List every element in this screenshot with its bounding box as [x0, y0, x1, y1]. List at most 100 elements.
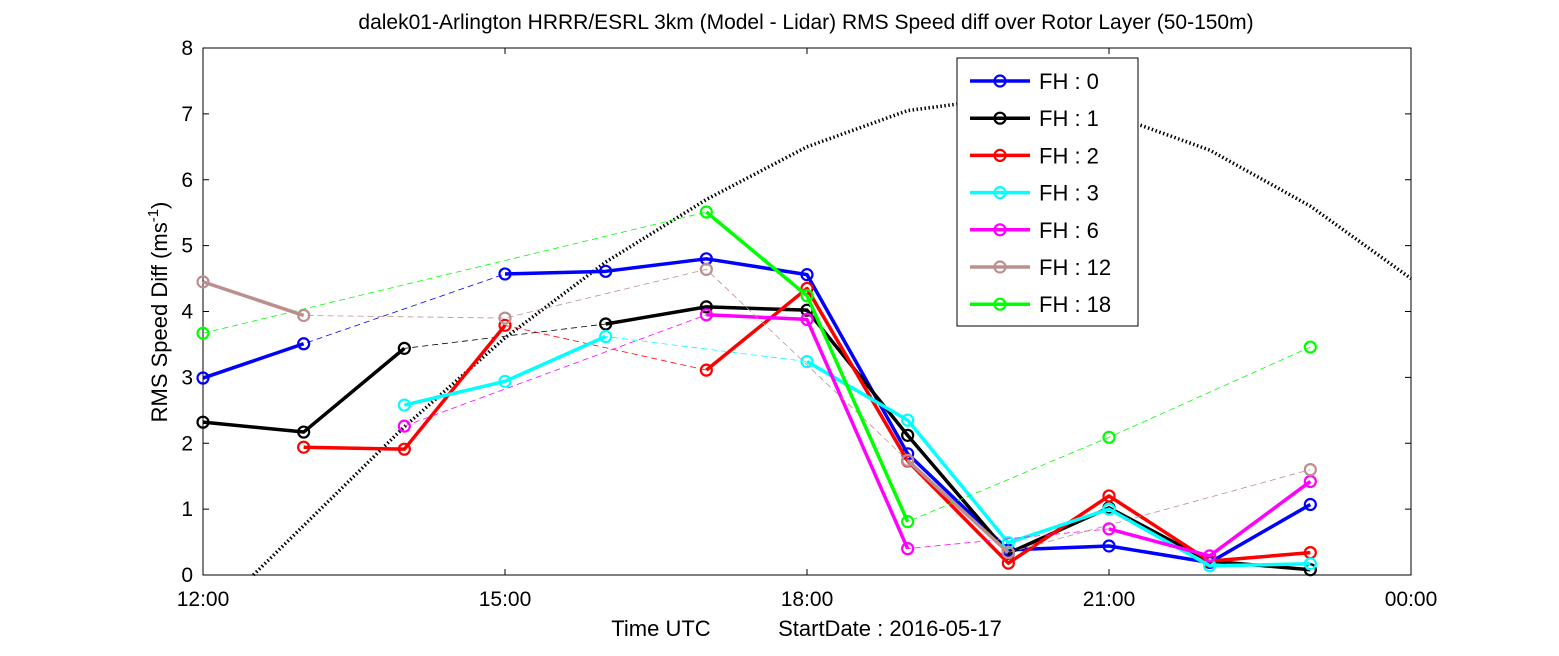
series-line [705, 210, 910, 523]
x-axis-label: Time UTC StartDate : 2016-05-17 [611, 616, 1002, 641]
data-point [196, 275, 210, 289]
series-line [706, 313, 910, 550]
y-tick-label: 4 [181, 301, 193, 324]
data-point [1102, 502, 1116, 516]
legend-label: FH : 6 [1039, 218, 1099, 243]
data-point [1203, 559, 1217, 573]
y-axis-title: RMS Speed Diff (ms-1) [145, 202, 172, 423]
data-point [1102, 489, 1116, 503]
series-line [906, 459, 1010, 554]
x-tick-label: 15:00 [479, 588, 532, 611]
data-point [599, 329, 613, 344]
series-5 [196, 262, 1317, 560]
legend-swatch-marker [993, 260, 1007, 274]
legend-label: FH : 0 [1039, 69, 1099, 94]
data-point [1203, 549, 1217, 563]
y-tick-label: 6 [181, 169, 193, 192]
legend-item: FH : 2 [970, 143, 1099, 168]
data-point [498, 318, 512, 332]
data-point [196, 371, 210, 385]
y-tick-label: 0 [181, 564, 193, 587]
series-4 [397, 308, 1317, 563]
data-point [196, 326, 210, 340]
y-tick-label: 7 [181, 103, 193, 126]
data-point [1102, 539, 1116, 553]
data-point [297, 308, 311, 323]
series-line [806, 360, 1311, 568]
plot-marks [196, 95, 1413, 577]
data-point [901, 413, 915, 427]
legend-swatch-marker [993, 111, 1007, 125]
series-dashed-trend [303, 287, 1311, 564]
series-dashed-trend [202, 211, 1311, 523]
y-axis-title-main: RMS Speed Diff (ms [147, 222, 172, 422]
legend-swatch-marker [993, 186, 1007, 200]
data-point [901, 542, 915, 556]
data-point [599, 317, 613, 331]
data-point [800, 289, 814, 303]
legend-item: FH : 18 [970, 292, 1111, 317]
x-tick-label: 18:00 [781, 588, 834, 611]
data-point [901, 515, 915, 529]
x-tick-label: 00:00 [1385, 588, 1438, 611]
series-line [605, 305, 1311, 572]
series-dashed-trend [202, 268, 1311, 554]
data-point [800, 268, 814, 282]
data-point [901, 453, 915, 467]
data-point [800, 354, 814, 369]
x-tick-label: 12:00 [177, 588, 230, 611]
series-line [403, 334, 607, 407]
series-line [202, 280, 305, 318]
legend-item: FH : 6 [970, 218, 1099, 243]
legend-swatch-marker [993, 297, 1007, 311]
data-point [1303, 463, 1317, 477]
legend-label: FH : 18 [1039, 292, 1111, 317]
y-tick-label: 1 [181, 498, 193, 521]
x-axis-title: Time UTC [611, 616, 711, 641]
series-line [202, 342, 305, 380]
y-tick-label: 3 [181, 366, 193, 389]
data-point [699, 300, 713, 314]
y-tick-label: 2 [181, 432, 193, 455]
series-line [705, 286, 1311, 565]
legend-label: FH : 12 [1039, 255, 1111, 280]
data-point [800, 312, 814, 327]
data-point [699, 205, 713, 219]
data-point [699, 262, 713, 276]
data-point [196, 415, 210, 429]
data-point [498, 267, 512, 281]
chart-title: dalek01-Arlington HRRR/ESRL 3km (Model -… [358, 11, 1253, 34]
data-point [297, 440, 311, 454]
y-tick-label: 5 [181, 235, 193, 258]
y-tick-label: 8 [181, 37, 193, 60]
legend-label: FH : 1 [1039, 106, 1099, 131]
series-6 [196, 205, 1317, 529]
data-point [498, 374, 512, 388]
data-point [397, 419, 411, 433]
legend-label: FH : 3 [1039, 181, 1099, 206]
legend-swatch-marker [993, 74, 1007, 88]
data-point [1102, 522, 1116, 536]
y-axis-title-sup: -1 [145, 209, 162, 222]
data-point [599, 264, 613, 278]
x-axis: 12:00 15:00 18:00 21:00 00:00 [177, 48, 1438, 611]
x-tick-label: 21:00 [1083, 588, 1136, 611]
dotted-reference-curve [252, 95, 1413, 577]
x-axis-start-date: StartDate : 2016-05-17 [778, 616, 1002, 641]
series-line [202, 347, 406, 434]
data-point [1303, 340, 1317, 354]
data-point [1303, 557, 1317, 571]
series-line [1108, 480, 1312, 558]
data-point [397, 341, 411, 355]
data-point [699, 363, 713, 377]
data-point [1102, 430, 1116, 444]
legend-item: FH : 0 [970, 69, 1099, 94]
data-point [397, 442, 411, 456]
data-point [498, 311, 512, 325]
data-point [1001, 546, 1015, 560]
data-point [297, 337, 311, 351]
y-axis: 0 1 2 3 4 5 6 7 8 [181, 37, 1411, 587]
legend: FH : 0 FH : 1 FH : 2 FH : 3 FH : 6 FH : 12 FH … [956, 57, 1139, 327]
legend-item: FH : 3 [970, 181, 1099, 206]
